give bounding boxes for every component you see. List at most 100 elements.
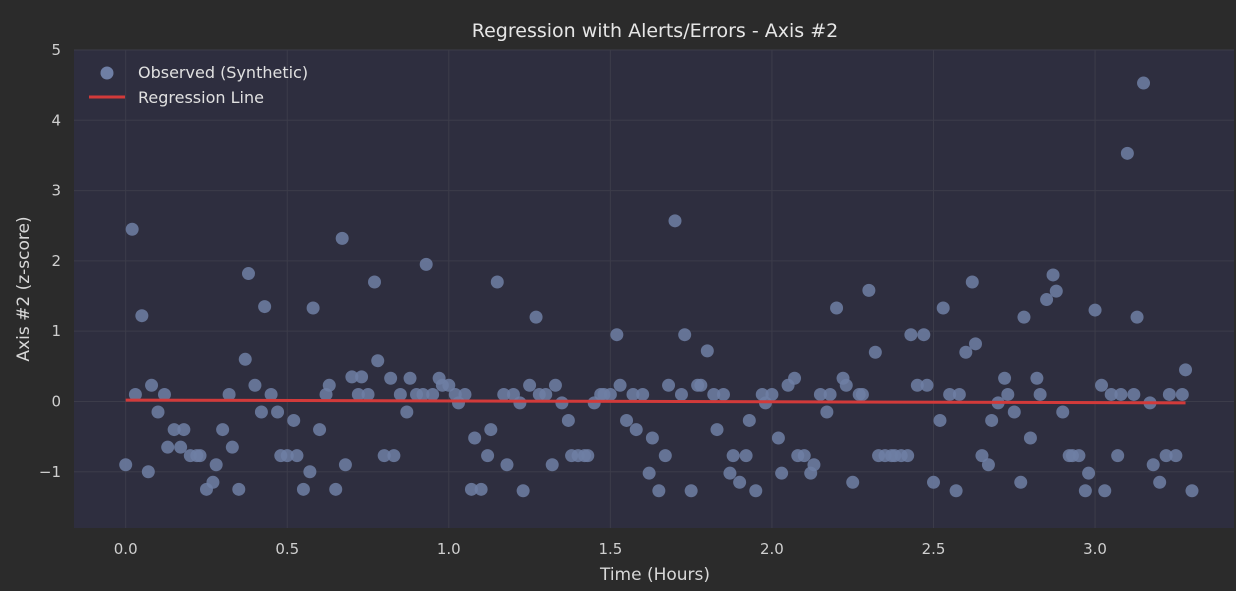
data-point [820,405,834,419]
data-point [823,387,837,401]
data-point [232,482,246,496]
data-point [287,413,301,427]
legend-label-observed: Observed (Synthetic) [138,63,308,82]
legend-scatter-marker [100,66,114,80]
data-point [426,387,440,401]
data-point [700,344,714,358]
data-point [1175,387,1189,401]
x-tick-label: 0.5 [275,540,299,558]
data-point [846,475,860,489]
data-point [313,423,327,437]
data-point [1007,405,1021,419]
data-point [238,352,252,366]
data-point [765,387,779,401]
data-point [678,328,692,342]
data-point [813,387,827,401]
data-point [1159,449,1173,463]
data-point [468,431,482,445]
data-point [271,405,285,419]
data-point [555,396,569,410]
data-point [610,328,624,342]
data-point [868,345,882,359]
data-point [775,466,789,480]
data-point [193,449,207,463]
data-point [157,387,171,401]
data-point [901,449,915,463]
data-point [322,378,336,392]
data-point [603,387,617,401]
data-point [548,378,562,392]
data-point [393,387,407,401]
data-point [442,378,456,392]
data-point [975,449,989,463]
data-point [1104,387,1118,401]
observed-points [119,76,1199,498]
data-point [830,301,844,315]
data-point [726,449,740,463]
data-point [306,301,320,315]
data-point [500,458,514,472]
plot-area [74,50,1234,528]
data-point [788,371,802,385]
data-point [1162,387,1176,401]
data-point [151,405,165,419]
data-point [125,222,139,236]
data-point [998,371,1012,385]
data-point [684,484,698,498]
data-point [936,301,950,315]
data-point [1023,431,1037,445]
y-tick-labels: −1 0 1 2 3 4 5 [39,41,61,481]
data-point [345,370,359,384]
data-point [497,387,511,401]
data-point [723,466,737,480]
data-point [1046,268,1060,282]
data-point [254,405,268,419]
legend: Observed (Synthetic) Regression Line [89,63,308,107]
data-point [539,387,553,401]
data-point [952,387,966,401]
regression-line-group [125,398,1186,405]
data-point [368,275,382,289]
data-point [959,345,973,359]
y-axis-label: Axis #2 (z-score) [14,216,34,361]
y-tick-label: 0 [51,392,61,410]
regression-line [125,398,1186,405]
data-point [248,378,262,392]
data-point [917,328,931,342]
data-point [1127,387,1141,401]
data-point [710,423,724,437]
data-point [662,378,676,392]
data-point [694,378,708,392]
data-point [490,275,504,289]
data-point [484,423,498,437]
data-point [839,378,853,392]
data-point [645,431,659,445]
data-point [658,449,672,463]
data-point [1072,449,1086,463]
x-tick-label: 1.0 [437,540,461,558]
data-point [303,465,317,479]
x-axis-label: Time (Hours) [599,565,710,585]
x-tick-label: 0.0 [114,540,138,558]
data-point [225,440,239,454]
data-point [335,231,349,245]
data-point [862,283,876,297]
data-point [965,275,979,289]
data-point [949,484,963,498]
data-point [716,387,730,401]
data-point [1014,475,1028,489]
data-point [280,449,294,463]
data-point [1098,484,1112,498]
y-tick-label: 5 [51,41,61,59]
data-point [668,214,682,228]
data-point [384,371,398,385]
data-point [1114,387,1128,401]
data-point [1153,475,1167,489]
data-point [128,387,142,401]
chart-title: Regression with Alerts/Errors - Axis #2 [472,20,838,42]
data-point [969,337,983,351]
data-point [1078,484,1092,498]
data-point [561,413,575,427]
x-tick-label: 3.0 [1083,540,1107,558]
data-point [613,378,627,392]
